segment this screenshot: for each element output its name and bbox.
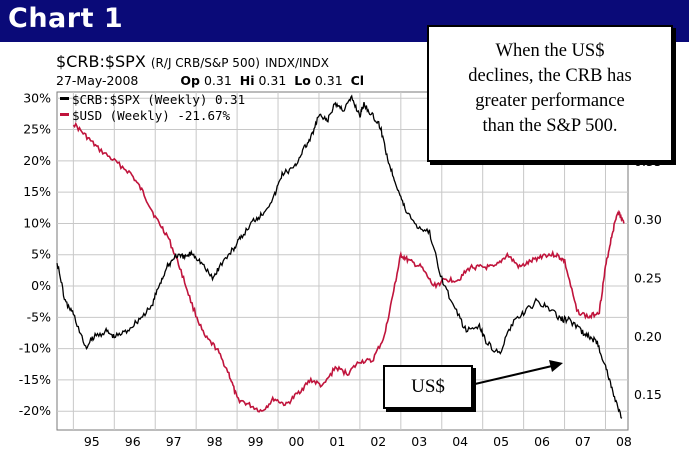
- annotation-line-1: When the US$: [495, 41, 605, 61]
- right-tick-label: 0.25: [634, 270, 662, 285]
- symbol-line: $CRB:$SPX (R/J CRB/S&P 500) INDX/INDX: [56, 52, 329, 71]
- exchange: INDX/INDX: [265, 56, 329, 70]
- symbol-description: (R/J CRB/S&P 500): [150, 56, 260, 70]
- x-tick-label: 00: [288, 434, 304, 449]
- left-tick-label: -10%: [19, 341, 51, 356]
- x-tick-label: 06: [534, 434, 550, 449]
- x-tick-label: 03: [411, 434, 427, 449]
- x-tick-label: 96: [125, 434, 141, 449]
- annotation-line-2: declines, the CRB has: [468, 66, 632, 86]
- x-tick-label: 97: [166, 434, 182, 449]
- left-tick-label: 0%: [31, 278, 51, 293]
- right-tick-label: 0.20: [634, 329, 662, 344]
- left-tick-label: -20%: [19, 403, 51, 418]
- x-tick-label: 07: [575, 434, 591, 449]
- left-tick-label: -5%: [27, 309, 51, 324]
- hi-value: 0.31: [258, 73, 287, 88]
- lo-label: Lo: [294, 73, 311, 88]
- usd-arrow-line: [474, 365, 553, 385]
- left-tick-label: 30%: [23, 90, 51, 105]
- lo-value: 0.31: [314, 73, 343, 88]
- x-tick-label: 02: [370, 434, 386, 449]
- crb-spx-series-line: [56, 94, 623, 419]
- annotation-line-3: greater performance: [475, 91, 625, 111]
- left-tick-label: 20%: [23, 153, 51, 168]
- op-value: 0.31: [203, 73, 232, 88]
- right-tick-label: 0.30: [634, 212, 662, 227]
- left-tick-label: -15%: [19, 372, 51, 387]
- usd-arrow-head: [549, 360, 563, 372]
- x-tick-label: 98: [207, 434, 223, 449]
- x-tick-label: 05: [493, 434, 509, 449]
- right-tick-label: 0.15: [634, 387, 662, 402]
- x-tick-label: 01: [329, 434, 345, 449]
- legend-label-crb-spx: $CRB:$SPX (Weekly) 0.31: [72, 92, 245, 107]
- x-tick-label: 04: [452, 434, 468, 449]
- x-tick-label: 95: [84, 434, 100, 449]
- left-tick-label: 5%: [31, 247, 51, 262]
- usd-series-line: [72, 121, 625, 413]
- title-bar: Chart 1: [0, 0, 689, 42]
- symbol: $CRB:$SPX: [56, 52, 146, 71]
- legend-label-usd: $USD (Weekly) -21.67%: [72, 108, 231, 123]
- quote-line: 27-May-2008 Op 0.31 Hi 0.31 Lo 0.31 Cl: [56, 73, 364, 88]
- left-tick-label: 15%: [23, 184, 51, 199]
- cl-label: Cl: [350, 73, 365, 88]
- left-tick-label: 10%: [23, 215, 51, 230]
- annotation-box: When the US$ declines, the CRB has great…: [427, 25, 673, 162]
- page-title: Chart 1: [8, 3, 124, 34]
- annotation-line-4: than the S&P 500.: [482, 116, 618, 136]
- hi-label: Hi: [239, 73, 255, 88]
- left-tick-label: 25%: [23, 122, 51, 137]
- usd-callout-box: US$: [383, 365, 473, 409]
- x-tick-label: 08: [616, 434, 632, 449]
- op-label: Op: [180, 73, 200, 88]
- quote-date: 27-May-2008: [56, 73, 139, 88]
- plot-frame: [56, 91, 629, 431]
- usd-callout-label: US$: [411, 376, 445, 397]
- x-tick-label: 99: [248, 434, 264, 449]
- legend-swatch-usd: [60, 113, 69, 116]
- legend-swatch-crb-spx: [60, 97, 69, 100]
